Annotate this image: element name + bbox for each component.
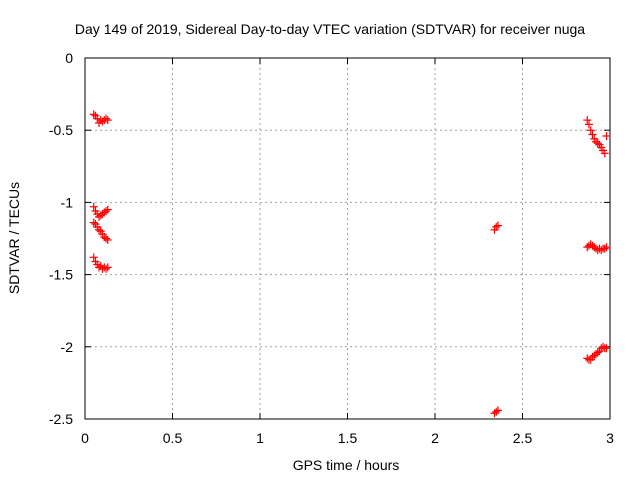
data-point (600, 244, 609, 253)
x-tick-label: 2.5 (513, 430, 533, 446)
data-point (597, 246, 606, 255)
x-tick-label: 1 (256, 430, 264, 446)
data-point (95, 225, 103, 234)
y-tick-label: -2.5 (49, 411, 73, 427)
data-point (593, 139, 602, 148)
y-tick-label: -1 (61, 194, 74, 210)
data-point (583, 116, 592, 125)
data-point (602, 344, 611, 353)
data-point (602, 131, 611, 140)
data-point (599, 342, 607, 351)
chart-title: Day 149 of 2019, Sidereal Day-to-day VTE… (75, 21, 585, 37)
data-point (89, 202, 98, 211)
axis-ticks (84, 57, 611, 420)
data-point (103, 235, 112, 244)
data-point (93, 114, 102, 123)
x-axis-label: GPS time / hours (293, 457, 400, 473)
x-tick-label: 1.5 (338, 430, 358, 446)
data-point (494, 406, 502, 415)
y-tick-label: -1.5 (49, 267, 73, 283)
y-tick-label: 0 (65, 50, 73, 66)
data-point (585, 120, 593, 129)
data-point (588, 130, 597, 139)
data-point (103, 205, 112, 214)
y-tick-labels: 0 -0.5 -1 -1.5 -2 -2.5 (49, 50, 73, 427)
data-point (89, 253, 98, 262)
data-point (492, 407, 501, 416)
data-point (492, 222, 501, 231)
x-tick-label: 0.5 (163, 430, 183, 446)
data-point (102, 234, 110, 243)
data-point (102, 207, 110, 216)
data-point (89, 218, 98, 227)
x-tick-label: 2 (431, 430, 439, 446)
data-point (102, 264, 110, 273)
data-point (89, 110, 98, 119)
y-tick-label: -2 (61, 339, 74, 355)
data-point (494, 221, 502, 230)
x-tick-labels: 0 0.5 1 1.5 2 2.5 3 (81, 430, 614, 446)
data-point (586, 126, 595, 135)
y-tick-label: -0.5 (49, 122, 73, 138)
grid (85, 58, 610, 419)
data-point (600, 149, 609, 158)
data-point (103, 116, 112, 125)
x-tick-label: 3 (606, 430, 614, 446)
data-point (583, 354, 592, 363)
data-point (102, 114, 110, 123)
y-axis-label: SDTVAR / TECUs (6, 182, 22, 294)
data-point (593, 348, 602, 357)
x-tick-label: 0 (81, 430, 89, 446)
data-point (103, 263, 112, 272)
data-point (602, 243, 611, 252)
data-points (89, 110, 611, 418)
